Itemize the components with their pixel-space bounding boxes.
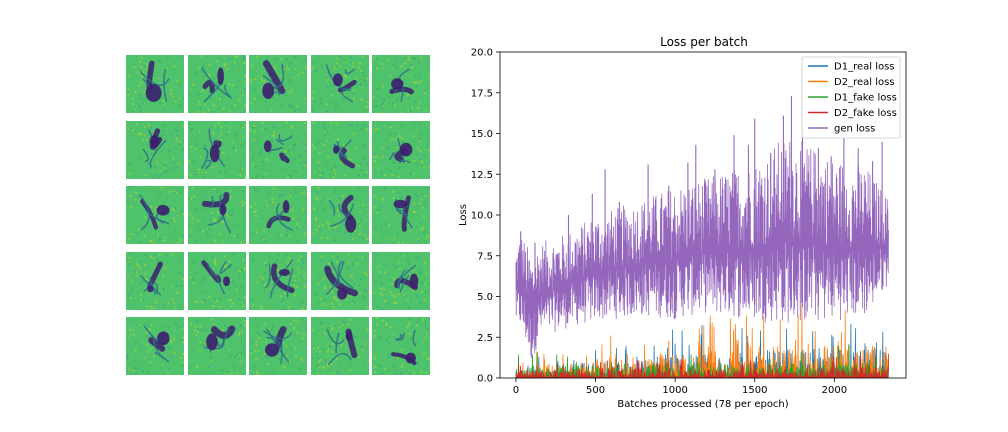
generated-sample-tile	[249, 317, 307, 375]
generated-sample-tile	[126, 120, 184, 179]
x-tick-label: 1500	[742, 385, 767, 396]
y-tick-label: 20.0	[471, 48, 493, 59]
y-tick-label: 10.0	[471, 211, 493, 222]
generated-sample-tile	[372, 317, 430, 375]
legend-label: gen loss	[834, 124, 875, 135]
y-tick-label: 15.0	[471, 129, 493, 140]
chart-title: Loss per batch	[660, 35, 748, 49]
legend-label: D2_real loss	[834, 77, 895, 88]
generated-sample-tile	[372, 55, 430, 113]
generated-sample-tile	[126, 251, 184, 310]
generated-sample-tile	[310, 317, 369, 375]
ticks-layer: 0 500 1000 1500 2000 0.0 2.5 5.0 7.5 10.0 12.5 15.0…	[471, 48, 847, 397]
generated-sample-tile	[187, 186, 246, 244]
generated-sample-tile	[187, 317, 246, 375]
y-tick-label: 7.5	[477, 251, 493, 262]
x-axis-label: Batches processed (78 per epoch)	[617, 399, 788, 410]
generated-sample-tile	[126, 317, 184, 375]
generated-sample-tile	[310, 186, 369, 244]
legend-label: D1_fake loss	[834, 93, 897, 104]
generated-sample-tile	[126, 186, 184, 244]
generated-sample-tile	[249, 186, 307, 244]
generated-samples-grid	[126, 55, 432, 376]
generated-sample-tile	[310, 55, 369, 113]
generated-sample-tile	[249, 120, 307, 179]
generated-sample-tile	[372, 120, 430, 179]
legend-box	[801, 56, 901, 139]
y-axis-label: Loss	[458, 204, 469, 226]
legend: D1_real loss D2_real loss D1_fake loss D2_f…	[801, 56, 901, 139]
generated-sample-tile	[249, 251, 307, 310]
generated-sample-tile	[187, 251, 246, 310]
series-layer	[515, 96, 889, 379]
generated-sample-tile	[187, 120, 246, 179]
y-tick-label: 12.5	[471, 170, 493, 181]
y-tick-label: 17.5	[471, 88, 493, 99]
legend-label: D2_fake loss	[834, 108, 897, 119]
generated-sample-tile	[372, 251, 430, 310]
y-tick-label: 5.0	[477, 292, 493, 303]
generated-sample-tile	[187, 55, 246, 113]
generated-sample-tile	[372, 186, 430, 244]
x-tick-label: 0	[513, 385, 519, 396]
generated-sample-tile	[310, 120, 369, 179]
series-line-gen-loss	[515, 141, 889, 359]
y-tick-label: 2.5	[477, 333, 493, 344]
generated-sample-tile	[249, 55, 307, 113]
x-tick-label: 2000	[822, 385, 847, 396]
generated-sample-tile	[126, 55, 184, 113]
legend-label: D1_real loss	[834, 62, 895, 73]
x-tick-label: 1000	[662, 385, 687, 396]
x-tick-label: 500	[586, 385, 605, 396]
generated-sample-tile	[310, 251, 369, 310]
y-tick-label: 0.0	[477, 374, 493, 385]
